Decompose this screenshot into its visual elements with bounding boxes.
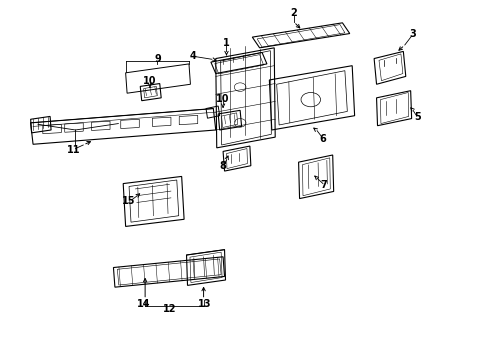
Text: 11: 11 <box>67 145 80 155</box>
Text: 10: 10 <box>216 94 230 104</box>
Text: 13: 13 <box>198 298 212 309</box>
Text: 2: 2 <box>291 8 297 18</box>
Text: 4: 4 <box>190 51 196 61</box>
Text: 3: 3 <box>410 29 416 39</box>
Text: 5: 5 <box>415 112 421 122</box>
Text: 1: 1 <box>223 38 230 48</box>
Text: 8: 8 <box>220 161 226 171</box>
Text: 15: 15 <box>122 197 136 206</box>
Text: 9: 9 <box>155 54 162 64</box>
Text: 14: 14 <box>137 298 150 309</box>
Text: 12: 12 <box>163 304 176 314</box>
Text: 7: 7 <box>320 180 327 190</box>
Text: 6: 6 <box>319 134 326 144</box>
Text: 10: 10 <box>143 76 157 86</box>
